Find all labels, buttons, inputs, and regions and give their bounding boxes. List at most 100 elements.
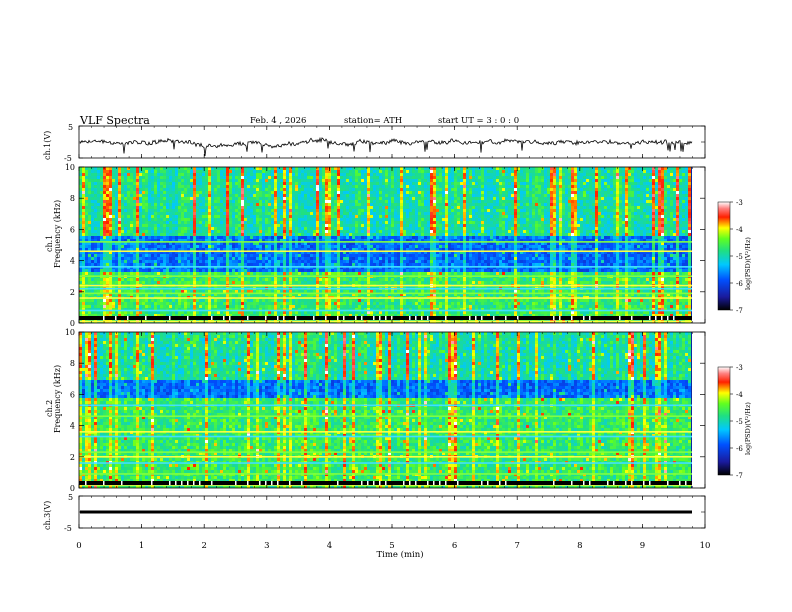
spectrogram-cell	[253, 188, 256, 191]
spectrogram-cell	[301, 314, 304, 317]
spectrogram-cell	[127, 311, 130, 314]
spectrogram-cell	[331, 302, 334, 305]
spectrogram-cell	[265, 245, 268, 248]
spectrogram-cell	[337, 239, 340, 242]
spectrogram-cell	[118, 299, 121, 302]
spectrogram-cell	[265, 239, 268, 242]
spectrogram-cell	[223, 290, 226, 293]
spectrogram-cell	[304, 290, 307, 293]
spectrogram-cell	[283, 188, 286, 191]
spectrogram-cell	[313, 242, 316, 245]
spectrogram-cell	[271, 167, 274, 170]
spectrogram-cell	[355, 299, 358, 302]
spectrogram-cell	[313, 251, 316, 254]
spectrogram-cell	[307, 206, 310, 209]
spectrogram-cell	[352, 263, 355, 266]
spectrogram-cell	[253, 305, 256, 308]
spectrogram-cell	[286, 278, 289, 281]
spectrogram-cell	[343, 179, 346, 182]
spectrogram-cell	[163, 239, 166, 242]
spectrogram-cell	[283, 179, 286, 182]
spectrogram-cell	[286, 257, 289, 260]
spectrogram-cell	[247, 254, 250, 257]
spectrogram-cell	[262, 170, 265, 173]
spectrogram-cell	[277, 200, 280, 203]
spectrogram-cell	[220, 239, 223, 242]
spectrogram-cell	[238, 299, 241, 302]
spectrogram-cell	[157, 254, 160, 257]
spectrogram-cell	[271, 221, 274, 224]
spectrogram-cell	[241, 182, 244, 185]
spectrogram-cell	[133, 293, 136, 296]
spectrogram-cell	[235, 236, 238, 239]
spectrogram-cell	[202, 278, 205, 281]
spectrogram-cell	[205, 230, 208, 233]
spectrogram-cell	[91, 269, 94, 272]
spectrogram-cell	[313, 257, 316, 260]
spectrogram-cell	[151, 269, 154, 272]
spectrogram-cell	[343, 230, 346, 233]
spectrogram-cell	[85, 260, 88, 263]
spectrogram-cell	[274, 311, 277, 314]
spectrogram-cell	[325, 263, 328, 266]
spectrogram-cell	[289, 311, 292, 314]
spectrogram-cell	[316, 182, 319, 185]
spectrogram-cell	[235, 245, 238, 248]
spectrogram-cell	[235, 299, 238, 302]
spectrogram-cell	[112, 254, 115, 257]
spectrogram-cell	[199, 299, 202, 302]
spectrogram-cell	[202, 299, 205, 302]
spectrogram-cell	[157, 191, 160, 194]
spectrogram-cell	[283, 242, 286, 245]
spectrogram-cell	[310, 305, 313, 308]
spectrogram-cell	[205, 176, 208, 179]
spectrogram-cell	[205, 170, 208, 173]
spectrogram-cell	[346, 215, 349, 218]
spectrogram-cell	[232, 182, 235, 185]
spectrogram-cell	[280, 257, 283, 260]
spectrogram-cell	[310, 254, 313, 257]
spectrogram-cell	[136, 305, 139, 308]
spectrogram-cell	[91, 278, 94, 281]
spectrogram-cell	[82, 239, 85, 242]
spectrogram-cell	[340, 257, 343, 260]
spectrogram-cell	[112, 218, 115, 221]
spectrogram-cell	[160, 290, 163, 293]
spectrogram-cell	[295, 263, 298, 266]
spectrogram-cell	[91, 215, 94, 218]
spectrogram-cell	[133, 215, 136, 218]
spectrogram-cell	[145, 233, 148, 236]
spectrogram-cell	[124, 236, 127, 239]
spectrogram-cell	[226, 179, 229, 182]
spectrogram-cell	[289, 236, 292, 239]
spectrogram-cell	[163, 209, 166, 212]
spectrogram-cell	[196, 281, 199, 284]
spectrogram-cell	[274, 242, 277, 245]
spectrogram-cell	[292, 299, 295, 302]
spectrogram-cell	[97, 188, 100, 191]
spectrogram-cell	[238, 230, 241, 233]
spectrogram-cell	[334, 167, 337, 170]
spectrogram-cell	[124, 230, 127, 233]
spectrogram-cell	[211, 194, 214, 197]
spectrogram-cell	[118, 167, 121, 170]
spectrogram-cell	[340, 311, 343, 314]
spectrogram-cell	[289, 254, 292, 257]
spectrogram-cell	[256, 251, 259, 254]
spectrogram-cell	[121, 173, 124, 176]
spectrogram-cell	[103, 248, 106, 251]
spectrogram-cell	[217, 218, 220, 221]
spectrogram-cell	[142, 242, 145, 245]
spectrogram-cell	[325, 239, 328, 242]
spectrogram-cell	[100, 230, 103, 233]
spectrogram-cell	[250, 182, 253, 185]
spectrogram-cell	[352, 308, 355, 311]
spectrogram-cell	[175, 263, 178, 266]
spectrogram-cell	[148, 257, 151, 260]
spectrogram-cell	[271, 176, 274, 179]
spectrogram-cell	[316, 302, 319, 305]
spectrogram-cell	[277, 170, 280, 173]
spectrogram-cell	[205, 254, 208, 257]
spectrogram-cell	[121, 290, 124, 293]
spectrogram-cell	[127, 191, 130, 194]
